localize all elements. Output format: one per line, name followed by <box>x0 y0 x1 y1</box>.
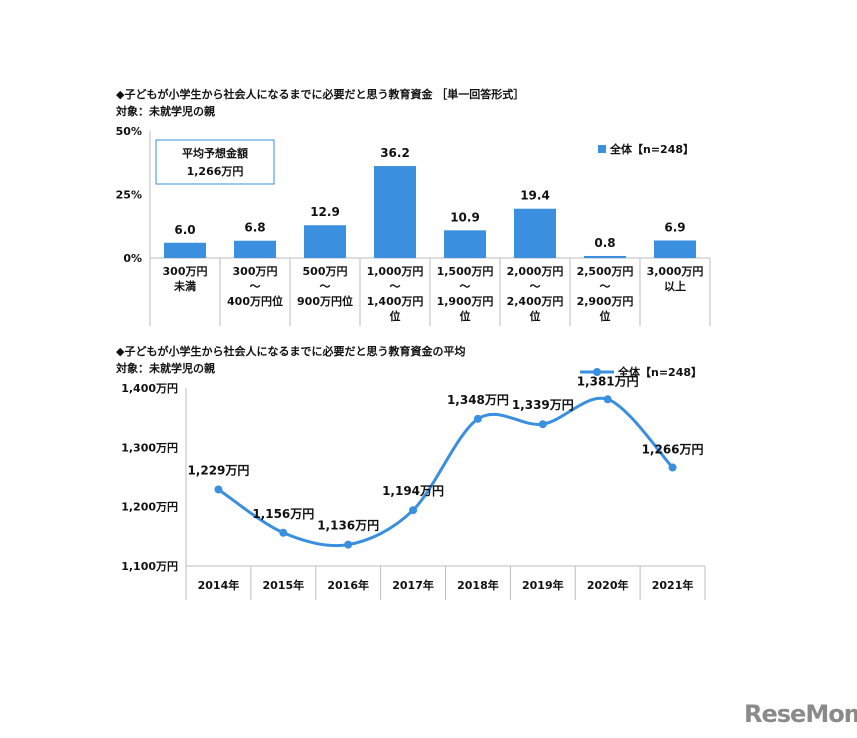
x-tick-label-line: 300万円 <box>163 265 208 278</box>
bar <box>234 240 276 258</box>
y-tick-label: 1,400万円 <box>121 382 178 395</box>
x-tick-label: 300万円未満 <box>163 265 208 293</box>
data-point <box>344 540 353 549</box>
x-tick-label-line: 2,900万円 <box>577 295 634 308</box>
x-tick-label-line: 以上 <box>664 279 686 293</box>
x-tick-label-line: ～ <box>600 280 611 293</box>
x-tick-label-line: ～ <box>530 280 541 293</box>
legend-swatch <box>598 145 606 153</box>
bar-value-label: 6.0 <box>174 223 195 237</box>
x-tick-label-line: 300万円 <box>233 265 278 278</box>
point-value-label: 1,229万円 <box>187 463 249 477</box>
x-tick-label-line: 1,000万円 <box>367 265 424 278</box>
x-tick-label: 2,500万円 ～ 2,900万円位 <box>577 265 634 323</box>
legend-marker <box>593 368 601 376</box>
data-point <box>538 420 547 429</box>
point-value-label: 1,266万円 <box>642 443 704 457</box>
legend-label: 全体【n=248】 <box>609 142 694 156</box>
x-tick-label-line: 位 <box>530 309 541 323</box>
x-tick-label: 2020年 <box>587 578 629 592</box>
bar-value-label: 6.9 <box>664 220 685 234</box>
x-tick-label-line: 位 <box>390 309 401 323</box>
x-tick-label: 2014年 <box>198 578 240 592</box>
x-tick-label-line: 900万円位 <box>297 294 353 308</box>
y-tick-label: 50% <box>116 125 142 138</box>
average-info-value: 1,266万円 <box>187 165 244 178</box>
bar <box>584 255 626 258</box>
data-point <box>214 485 223 494</box>
average-info-box <box>155 139 275 185</box>
point-value-label: 1,194万円 <box>382 484 444 498</box>
y-tick-label: 1,300万円 <box>121 441 178 454</box>
bar <box>374 166 416 258</box>
x-tick-label-line: ～ <box>460 280 471 293</box>
line-chart: 1,100万円 1,200万円 1,300万円 1,400万円 1,229万円 2014年… <box>121 365 706 600</box>
x-tick-label: 1,500万円 ～ 1,900万円位 <box>437 265 494 323</box>
data-point <box>409 506 418 515</box>
x-tick-label-line: 位 <box>600 309 611 323</box>
data-point <box>668 463 677 472</box>
x-tick-label: 2015年 <box>263 578 305 592</box>
legend-label: 全体【n=248】 <box>617 365 702 379</box>
x-tick-label: 3,000万円以上 <box>647 265 704 293</box>
data-point <box>603 395 612 404</box>
x-tick-label-line: 400万円位 <box>227 294 283 308</box>
point-value-label: 1,381万円 <box>577 374 639 388</box>
bar <box>304 225 346 258</box>
bar <box>514 208 556 258</box>
bar-value-label: 10.9 <box>450 210 480 224</box>
x-tick-label: 2016年 <box>327 578 369 592</box>
bar <box>444 230 486 258</box>
x-tick-label: 500万円 ～ 900万円位 <box>297 265 353 308</box>
x-tick-label-line: 1,400万円 <box>367 295 424 308</box>
data-point <box>473 414 482 423</box>
bar-value-label: 12.9 <box>310 205 340 219</box>
resemom-logo: ReseMom <box>744 700 857 728</box>
x-tick-label-line: 2,000万円 <box>507 265 564 278</box>
x-tick-label: 2,000万円 ～ 2,400万円位 <box>507 265 564 323</box>
chart2-subtitle: 対象：未就学児の親 <box>116 362 215 375</box>
x-tick-label-line: 1,500万円 <box>437 265 494 278</box>
y-tick-label: 1,200万円 <box>121 501 178 514</box>
x-tick-label-line: 3,000万円 <box>647 265 704 278</box>
x-tick-label: 2021年 <box>652 578 694 592</box>
x-tick-label: 2019年 <box>522 578 564 592</box>
data-point <box>279 528 288 537</box>
bar-value-label: 36.2 <box>380 146 410 160</box>
x-tick-label: 1,000万円 ～ 1,400万円位 <box>367 265 424 323</box>
point-value-label: 1,156万円 <box>252 507 314 521</box>
x-tick-label-line: 未満 <box>173 279 196 293</box>
y-tick-label: 25% <box>116 189 142 202</box>
x-tick-label-line: 500万円 <box>303 265 348 278</box>
point-value-label: 1,339万円 <box>512 398 574 412</box>
chart1-subtitle: 対象：未就学児の親 <box>116 105 215 118</box>
x-tick-label: 2017年 <box>392 578 434 592</box>
bar-value-label: 19.4 <box>520 189 550 203</box>
x-tick-label-line: 位 <box>460 309 471 323</box>
x-tick-label-line: 2,400万円 <box>507 295 564 308</box>
x-tick-label-line: ～ <box>250 280 261 293</box>
chart2-title: ◆子どもが小学生から社会人になるまでに必要だと思う教育資金の平均 <box>116 345 466 358</box>
y-tick-label: 0% <box>123 252 142 265</box>
x-tick-label-line: 1,900万円 <box>437 295 494 308</box>
bar-value-label: 6.8 <box>244 221 265 235</box>
y-tick-label: 1,100万円 <box>121 560 178 573</box>
x-tick-label: 300万円 ～ 400万円位 <box>227 265 283 308</box>
x-tick-label-line: ～ <box>320 280 331 293</box>
x-tick-label-line: 2,500万円 <box>577 265 634 278</box>
point-value-label: 1,348万円 <box>447 393 509 407</box>
bar <box>164 242 206 258</box>
point-value-label: 1,136万円 <box>317 519 379 533</box>
average-info-label: 平均予想金額 <box>182 146 248 160</box>
series-line <box>217 396 674 548</box>
chart1-title: ◆子どもが小学生から社会人になるまでに必要だと思う教育資金 ［単一回答形式］ <box>116 88 525 101</box>
x-tick-label: 2018年 <box>457 578 499 592</box>
bar-value-label: 0.8 <box>594 236 615 250</box>
bar <box>654 240 696 258</box>
x-tick-label-line: ～ <box>390 280 401 293</box>
